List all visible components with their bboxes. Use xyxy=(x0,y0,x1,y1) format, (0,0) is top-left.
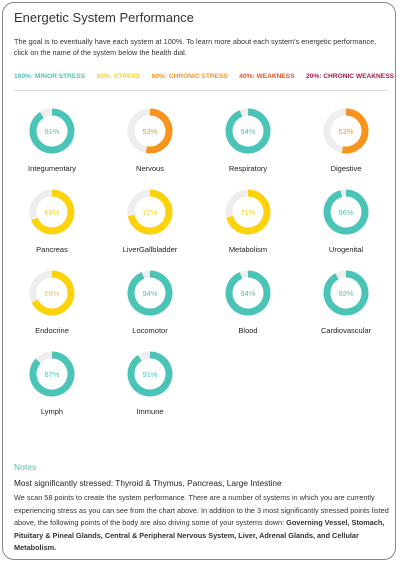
gauge-arc xyxy=(323,270,369,316)
gauge-arc xyxy=(29,108,75,154)
gauge-value: 94% xyxy=(240,127,255,136)
system-name[interactable]: Immune xyxy=(136,407,163,416)
notes-bold: Governing Vessel, Stomach, Pituitary & P… xyxy=(14,518,385,552)
gauge-value: 87% xyxy=(44,370,59,379)
legend-item: 60%: CHRONIC STRESS xyxy=(151,73,228,80)
system-name[interactable]: Nervous xyxy=(136,164,164,173)
gauge-value: 94% xyxy=(142,289,157,298)
system-name[interactable]: Pancreas xyxy=(36,245,68,254)
gauge-value: 91% xyxy=(44,127,59,136)
gauge-value: 53% xyxy=(338,127,353,136)
gauge-value: 53% xyxy=(142,127,157,136)
system-name[interactable]: LiverGallbladder xyxy=(123,245,178,254)
legend-item: 80%: STRESS xyxy=(96,73,141,80)
title: Energetic System Performance xyxy=(14,10,194,25)
gauge-value: 69% xyxy=(44,208,59,217)
notes-heading: Notes xyxy=(14,462,37,472)
system-name[interactable]: Cardiovascular xyxy=(321,326,372,335)
system-name[interactable]: Metabolism xyxy=(229,245,267,254)
gauge-arc xyxy=(225,270,271,316)
system-name[interactable]: Urogenital xyxy=(329,245,364,254)
card: Energetic System Performance The goal is… xyxy=(2,2,396,560)
gauge-arc xyxy=(127,351,173,397)
legend-item: 40%: WEAKNESS xyxy=(239,73,295,80)
gauge-arc xyxy=(225,108,271,154)
gauge-value: 96% xyxy=(338,208,353,217)
system-name[interactable]: Digestive xyxy=(331,164,362,173)
gauge-arc xyxy=(226,189,271,235)
system-name[interactable]: Respiratory xyxy=(229,164,268,173)
gauge-value: 91% xyxy=(142,370,157,379)
system-name[interactable]: Integumentary xyxy=(28,164,76,173)
notes-text: We scan 58 points to create the system p… xyxy=(14,493,389,527)
gauge-arc xyxy=(31,189,75,235)
gauge-value: 92% xyxy=(338,289,353,298)
gauge-arc xyxy=(29,351,75,397)
gauge-value: 68% xyxy=(44,289,59,298)
legend: 100%: MINOR STRESS 80%: STRESS 60%: CHRONI… xyxy=(14,73,394,80)
gauge-arc xyxy=(127,189,173,235)
intro: The goal is to eventually have each syst… xyxy=(14,37,377,57)
gauge-arc xyxy=(323,189,369,235)
gauge-grid: 91% Integumentary 53% Nervous 94% Respiratory… xyxy=(28,108,372,416)
legend-item: 20%: CHRONIC WEAKNESS xyxy=(306,73,394,80)
system-name[interactable]: Endocrine xyxy=(35,326,69,335)
gauge-arc xyxy=(127,270,173,316)
gauge-arc xyxy=(341,108,369,154)
system-name[interactable]: Blood xyxy=(238,326,257,335)
notes-body: We scan 58 points to create the system p… xyxy=(14,492,390,555)
legend-item: 100%: MINOR STRESS xyxy=(14,73,86,80)
gauge-value: 71% xyxy=(240,208,255,217)
gauge-arc xyxy=(145,108,173,154)
gauge-arc xyxy=(31,270,75,316)
system-name[interactable]: Lymph xyxy=(41,407,63,416)
divider xyxy=(14,90,388,91)
notes-subheading: Most significantly stressed: Thyroid & T… xyxy=(14,478,282,488)
gauge-value: 72% xyxy=(142,208,157,217)
system-name[interactable]: Locomotor xyxy=(132,326,168,335)
gauge-value: 94% xyxy=(240,289,255,298)
